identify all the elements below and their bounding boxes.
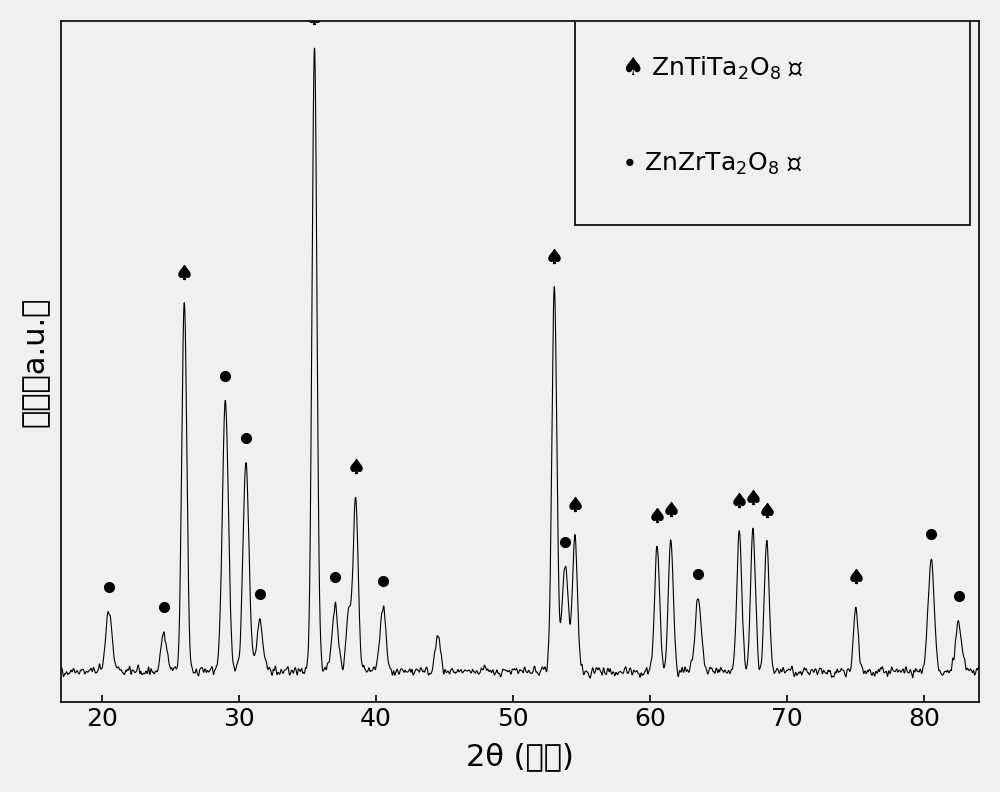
X-axis label: 2θ (角度): 2θ (角度) bbox=[466, 742, 574, 771]
Text: $\bullet$ ZnZrTa$_2$O$_8$ 相: $\bullet$ ZnZrTa$_2$O$_8$ 相 bbox=[612, 158, 793, 184]
FancyBboxPatch shape bbox=[575, 21, 970, 225]
Y-axis label: 强度（a.u.）: 强度（a.u.） bbox=[21, 296, 50, 427]
Text: $\spadesuit$ ZnTiTa$_2$O$_8$ 相: $\spadesuit$ ZnTiTa$_2$O$_8$ 相 bbox=[612, 55, 795, 82]
Text: $\spadesuit$ ZnTiTa$_2$O$_8$ 相: $\spadesuit$ ZnTiTa$_2$O$_8$ 相 bbox=[621, 55, 804, 82]
Text: $\bullet$ ZnZrTa$_2$O$_8$ 相: $\bullet$ ZnZrTa$_2$O$_8$ 相 bbox=[621, 150, 802, 177]
